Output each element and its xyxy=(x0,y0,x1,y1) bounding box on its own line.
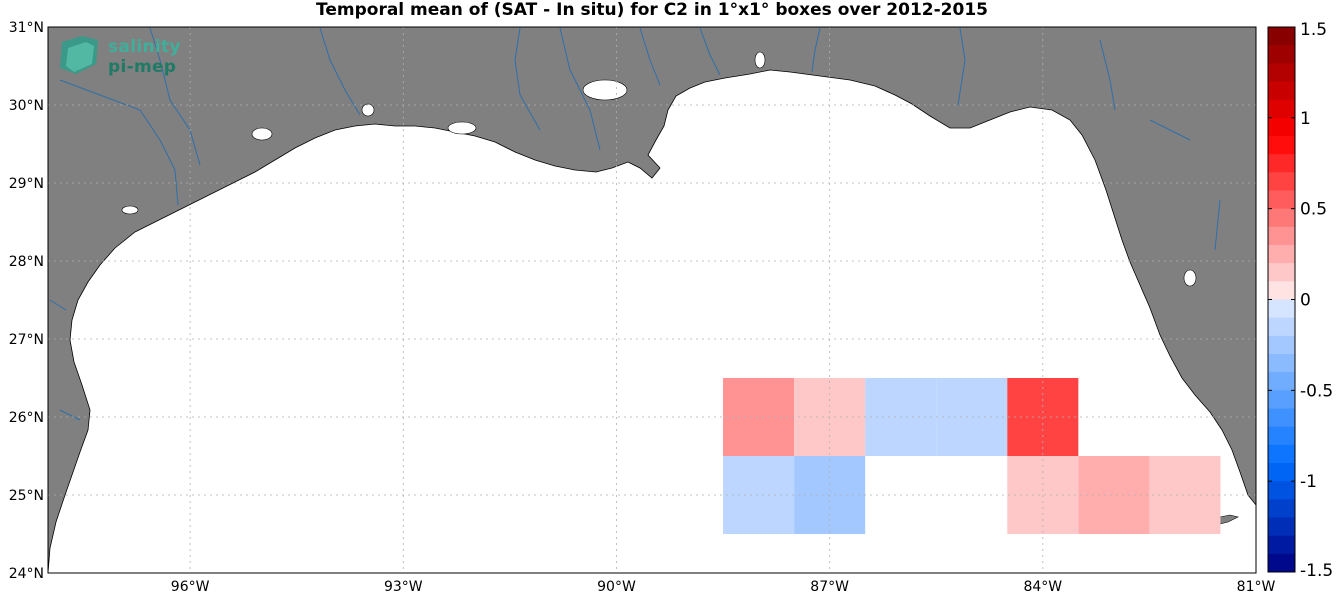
salinity-logo-icon xyxy=(60,36,98,74)
x-tick-label: 96°W xyxy=(171,579,210,594)
colorbar-tick-label: 1.5 xyxy=(1300,20,1327,40)
rivers xyxy=(49,27,1221,421)
land-gulf-coast xyxy=(48,27,1256,573)
y-tick-label: 27°N xyxy=(9,332,44,348)
y-tick-label: 29°N xyxy=(9,176,44,192)
lake-bay-3 xyxy=(361,103,375,117)
colorbar-tick-label: 1 xyxy=(1300,109,1311,129)
lake-bay-4 xyxy=(754,51,766,69)
heatmap-cell xyxy=(723,456,795,534)
x-tick-label: 93°W xyxy=(384,579,423,594)
y-tick-label: 25°N xyxy=(9,488,44,504)
x-tick-label: 90°W xyxy=(597,579,636,594)
colorbar: 1.5 1 0.5 0 -0.5 -1 -1.5 xyxy=(1267,20,1333,581)
lake-bay-5 xyxy=(1183,269,1197,287)
lake-bay-6 xyxy=(121,205,139,215)
x-tick-label: 87°W xyxy=(810,579,849,594)
heatmap-cell xyxy=(1149,456,1221,534)
y-tick-label: 31°N xyxy=(9,20,44,36)
chart-title: Temporal mean of (SAT - In situ) for C2 … xyxy=(316,0,988,20)
x-tick-label: 84°W xyxy=(1023,579,1062,594)
lake-bay-2 xyxy=(251,127,273,141)
heatmap-cell xyxy=(1078,456,1150,534)
y-tick-label: 26°N xyxy=(9,410,44,426)
colorbar-tick-label: -1.5 xyxy=(1300,561,1333,581)
logo-text-line1: salinity xyxy=(108,37,181,57)
colorbar-tick-label: -0.5 xyxy=(1300,381,1333,401)
x-tick-label: 81°W xyxy=(1237,579,1276,594)
colorbar-tick-label: -1 xyxy=(1300,472,1317,492)
lake-pontchartrain xyxy=(582,79,628,101)
map-frame xyxy=(47,26,1257,574)
colorbar-tick-label: 0 xyxy=(1300,291,1311,311)
y-tick-label: 30°N xyxy=(9,98,44,114)
heatmap-cell xyxy=(723,378,795,456)
colorbar-tick-label: 0.5 xyxy=(1300,200,1327,220)
logo-text-line2: pi-mep xyxy=(108,57,177,77)
lake-bay-1 xyxy=(447,121,477,135)
y-tick-label: 28°N xyxy=(9,254,44,270)
y-tick-label: 24°N xyxy=(9,566,44,582)
